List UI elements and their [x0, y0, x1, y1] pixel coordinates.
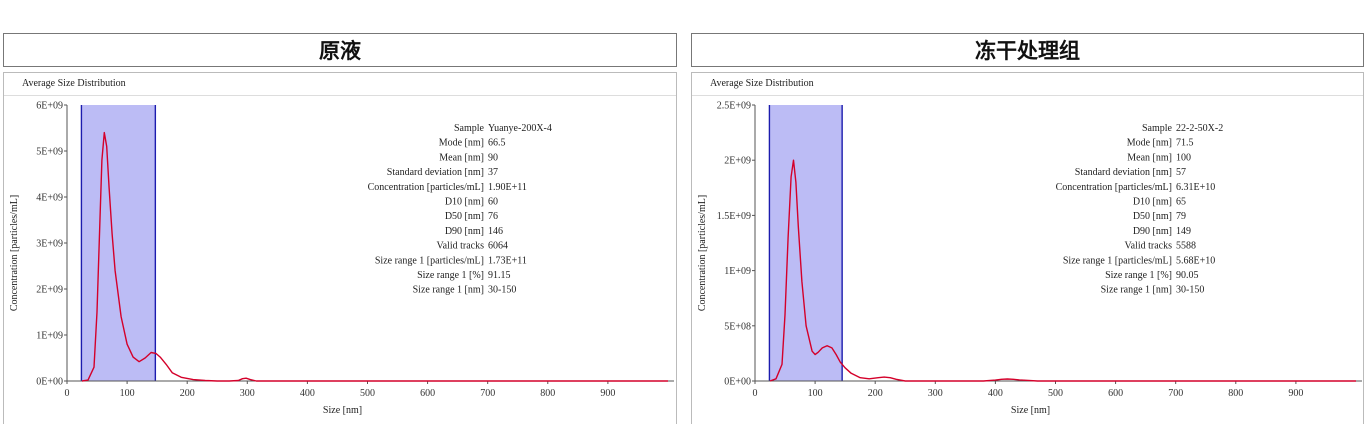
y-tick-label: 2E+09 — [36, 285, 63, 296]
stat-label: Standard deviation [nm] — [387, 167, 484, 178]
x-axis-label: Size [nm] — [323, 405, 362, 416]
stat-label: D90 [nm] — [445, 226, 484, 237]
y-tick-label: 1.5E+09 — [717, 211, 751, 222]
stat-label: Concentration [particles/mL] — [368, 182, 484, 193]
stat-value: 65 — [1176, 197, 1186, 208]
stat-value: 5588 — [1176, 241, 1196, 252]
x-tick-label: 800 — [1228, 388, 1243, 399]
chart-panel-right: Average Size Distribution 0E+00 5E+08 1E+0… — [691, 72, 1364, 424]
y-axis-label: Concentration [particles/mL] — [697, 195, 708, 311]
size-range-band — [769, 105, 843, 381]
stat-value: 22-2-50X-2 — [1176, 123, 1223, 134]
y-tick-label: 5E+09 — [36, 147, 63, 158]
y-tick-label: 0E+00 — [724, 377, 751, 388]
y-tick-label: 3E+09 — [36, 239, 63, 250]
panel-title-right: 冻干处理组 — [691, 33, 1364, 67]
x-tick-label: 500 — [360, 388, 375, 399]
x-tick-label: 200 — [868, 388, 883, 399]
x-tick-label: 100 — [808, 388, 823, 399]
x-tick-label: 300 — [240, 388, 255, 399]
chart-header: Average Size Distribution — [4, 73, 676, 96]
stat-value: 60 — [488, 197, 498, 208]
x-tick-label: 100 — [120, 388, 135, 399]
y-tick-label: 2E+09 — [724, 156, 751, 167]
x-tick-label: 700 — [1168, 388, 1183, 399]
stat-value: 100 — [1176, 152, 1191, 163]
x-tick-label: 900 — [1288, 388, 1303, 399]
stat-label: Mean [nm] — [439, 152, 484, 163]
stat-value: 30-150 — [488, 285, 516, 296]
stat-label: Sample — [454, 123, 485, 134]
stat-label: Mode [nm] — [439, 138, 484, 149]
x-tick-label: 300 — [928, 388, 943, 399]
stat-label: Size range 1 [%] — [1105, 270, 1172, 281]
distribution-curve — [769, 159, 1356, 382]
stat-label: D50 [nm] — [1133, 211, 1172, 222]
y-tick-label: 2.5E+09 — [717, 101, 751, 112]
stat-label: Size range 1 [nm] — [413, 285, 484, 296]
y-tick-label: 4E+09 — [36, 193, 63, 204]
size-distribution-chart: 0E+00 1E+09 2E+09 3E+09 4E+09 5E+09 6E+09 0 100 2… — [9, 101, 674, 416]
x-tick-label: 800 — [540, 388, 555, 399]
stat-value: 79 — [1176, 211, 1186, 222]
stat-label: Size range 1 [particles/mL] — [1063, 255, 1172, 266]
size-range-band — [81, 105, 156, 381]
stat-label: Sample — [1142, 123, 1173, 134]
stat-label: Size range 1 [particles/mL] — [375, 255, 484, 266]
x-tick-label: 400 — [300, 388, 315, 399]
x-tick-label: 600 — [420, 388, 435, 399]
stat-value: 5.68E+10 — [1176, 255, 1215, 266]
stat-value: 30-150 — [1176, 285, 1204, 296]
stat-value: 146 — [488, 226, 503, 237]
stat-label: Mode [nm] — [1127, 138, 1172, 149]
stat-value: 90.05 — [1176, 270, 1199, 281]
stat-value: Yuanye-200X-4 — [488, 123, 552, 134]
stat-value: 6.31E+10 — [1176, 182, 1215, 193]
size-distribution-chart: 0E+00 5E+08 1E+09 1.5E+09 2E+09 2.5E+09 0 100 20… — [697, 101, 1362, 416]
y-tick-label: 6E+09 — [36, 101, 63, 112]
stat-value: 1.73E+11 — [488, 255, 527, 266]
stat-label: Concentration [particles/mL] — [1056, 182, 1172, 193]
stat-label: D10 [nm] — [1133, 197, 1172, 208]
stat-value: 66.5 — [488, 138, 506, 149]
y-tick-label: 1E+09 — [36, 331, 63, 342]
stat-value: 71.5 — [1176, 138, 1194, 149]
stat-label: D90 [nm] — [1133, 226, 1172, 237]
stat-label: Standard deviation [nm] — [1075, 167, 1172, 178]
distribution-curve — [81, 131, 668, 382]
stat-label: Size range 1 [nm] — [1101, 285, 1172, 296]
stat-label: D50 [nm] — [445, 211, 484, 222]
x-tick-label: 0 — [65, 388, 70, 399]
x-tick-label: 500 — [1048, 388, 1063, 399]
stat-value: 57 — [1176, 167, 1186, 178]
stat-value: 90 — [488, 152, 498, 163]
stat-label: Size range 1 [%] — [417, 270, 484, 281]
stat-value: 149 — [1176, 226, 1191, 237]
y-axis-label: Concentration [particles/mL] — [9, 195, 20, 311]
chart-header: Average Size Distribution — [692, 73, 1363, 96]
x-tick-label: 400 — [988, 388, 1003, 399]
y-tick-label: 5E+08 — [724, 321, 751, 332]
x-tick-label: 0 — [753, 388, 758, 399]
stat-value: 76 — [488, 211, 498, 222]
x-tick-label: 600 — [1108, 388, 1123, 399]
y-tick-label: 1E+09 — [724, 266, 751, 277]
stat-value: 37 — [488, 167, 498, 178]
y-tick-label: 0E+00 — [36, 377, 63, 388]
x-tick-label: 900 — [600, 388, 615, 399]
chart-panel-left: Average Size Distribution 0E+00 1E+09 2E+0… — [3, 72, 677, 424]
x-axis-label: Size [nm] — [1011, 405, 1050, 416]
stat-label: Valid tracks — [1125, 241, 1173, 252]
stat-value: 1.90E+11 — [488, 182, 527, 193]
stat-label: Mean [nm] — [1127, 152, 1172, 163]
x-tick-label: 700 — [480, 388, 495, 399]
stat-value: 91.15 — [488, 270, 511, 281]
x-tick-label: 200 — [180, 388, 195, 399]
stat-label: D10 [nm] — [445, 197, 484, 208]
stat-label: Valid tracks — [437, 241, 485, 252]
stat-value: 6064 — [488, 241, 508, 252]
panel-title-left: 原液 — [3, 33, 677, 67]
